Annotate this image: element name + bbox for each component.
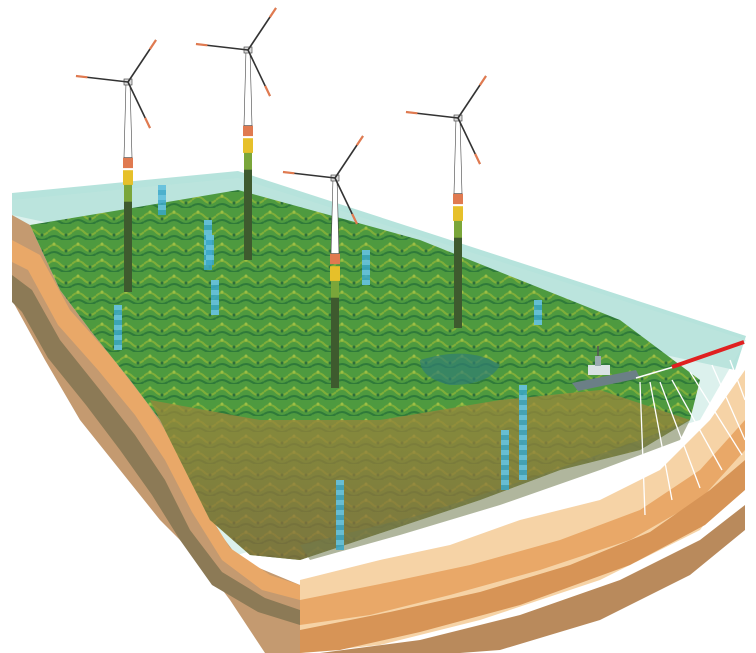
seismic-streamer-icon — [635, 340, 746, 516]
seabed-dark-pool — [420, 353, 500, 385]
left-sediment-band-2 — [12, 275, 300, 625]
wind-turbine-icon — [405, 75, 487, 328]
front-sediment-band-3 — [320, 505, 745, 653]
cpt-probe-icon — [206, 235, 214, 265]
cpt-probe-icon — [211, 280, 219, 315]
cpt-probe-icon — [534, 300, 542, 325]
wind-turbine-icon — [75, 39, 157, 292]
cpt-probe-icon — [114, 305, 122, 350]
wind-turbines-group — [75, 7, 487, 388]
left-sediment-band-1 — [12, 240, 300, 600]
wind-turbine-icon — [282, 135, 364, 388]
cpt-probes-group — [114, 185, 542, 550]
survey-vessel-icon — [572, 346, 640, 391]
seabed-ochre-band — [150, 390, 690, 560]
cpt-probe-icon — [158, 185, 166, 215]
cpt-probe-icon — [501, 430, 509, 490]
front-sediment-band-2 — [300, 460, 745, 653]
cpt-probe-icon — [336, 480, 344, 550]
cpt-probe-icon — [519, 385, 527, 480]
front-sediment-band-1 — [300, 420, 745, 625]
wind-turbine-icon — [195, 7, 277, 260]
cpt-probe-icon — [362, 250, 370, 285]
seabed-dark-trench — [300, 420, 690, 560]
